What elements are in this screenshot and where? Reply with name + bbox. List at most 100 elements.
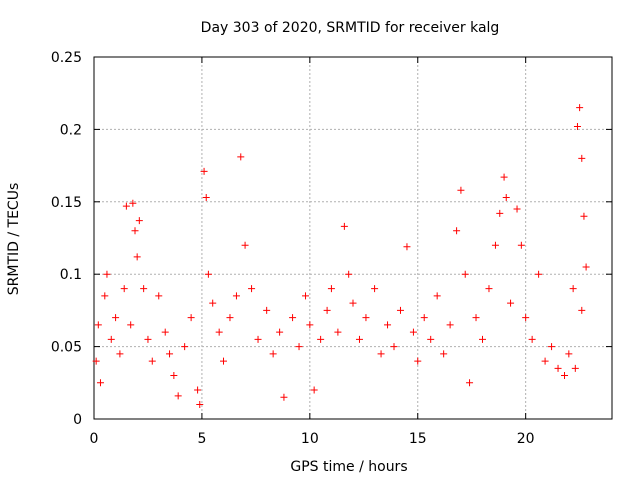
data-point: [580, 212, 588, 220]
data-point: [578, 306, 586, 314]
data-point: [340, 222, 348, 230]
data-point: [409, 328, 417, 336]
data-point: [129, 199, 137, 207]
grid: [94, 57, 612, 419]
x-tick-label: 10: [301, 431, 319, 447]
y-axis-label: SRMTID / TECUs: [6, 183, 22, 296]
data-point: [457, 186, 465, 194]
data-point: [528, 335, 536, 343]
data-point: [241, 241, 249, 249]
data-point: [576, 104, 584, 112]
data-point: [209, 299, 217, 307]
data-point: [371, 285, 379, 293]
data-point: [289, 314, 297, 322]
data-point: [491, 241, 499, 249]
data-point: [155, 292, 163, 300]
data-points: [92, 104, 590, 409]
data-point: [327, 285, 335, 293]
data-point: [196, 401, 204, 409]
data-point: [427, 335, 435, 343]
data-point: [248, 285, 256, 293]
data-point: [433, 292, 441, 300]
data-point: [269, 350, 277, 358]
data-point: [569, 285, 577, 293]
data-point: [181, 343, 189, 351]
x-tick-label: 15: [409, 431, 427, 447]
data-point: [215, 328, 223, 336]
data-point: [472, 314, 480, 322]
data-point: [276, 328, 284, 336]
data-point: [507, 299, 515, 307]
data-point: [565, 350, 573, 358]
data-point: [461, 270, 469, 278]
y-tick-label: 0.25: [51, 50, 82, 66]
data-point: [403, 243, 411, 251]
data-point: [317, 335, 325, 343]
data-point: [112, 314, 120, 322]
data-point: [573, 123, 581, 131]
data-point: [517, 241, 525, 249]
data-point: [166, 350, 174, 358]
data-point: [135, 217, 143, 225]
data-point: [479, 335, 486, 343]
data-point: [554, 364, 562, 372]
data-point: [131, 227, 139, 235]
data-point: [174, 392, 182, 400]
y-tick-label: 0.15: [51, 195, 82, 211]
chart-title: Day 303 of 2020, SRMTID for receiver kal…: [201, 20, 500, 36]
data-point: [440, 350, 448, 358]
data-point: [561, 372, 569, 380]
data-point: [355, 335, 363, 343]
data-point: [306, 321, 314, 329]
data-point: [200, 167, 208, 175]
data-point: [101, 292, 109, 300]
data-point: [280, 393, 288, 401]
data-point: [148, 357, 156, 365]
data-point: [571, 364, 579, 372]
data-point: [349, 299, 357, 307]
data-point: [522, 314, 530, 322]
y-tick-label: 0: [73, 412, 82, 428]
axes: 0 0.05 0.1 0.15 0.2 0.25 0 5 10 15 20: [51, 50, 612, 447]
data-point: [92, 357, 100, 365]
data-point: [232, 292, 240, 300]
data-point: [548, 343, 556, 351]
data-point: [94, 321, 102, 329]
data-point: [377, 350, 385, 358]
data-point: [237, 153, 245, 161]
data-point: [396, 306, 404, 314]
data-point: [362, 314, 370, 322]
x-tick-label: 20: [517, 431, 535, 447]
data-point: [204, 270, 212, 278]
data-point: [140, 285, 148, 293]
data-point: [502, 193, 510, 201]
data-point: [122, 202, 130, 210]
plot-frame: [93, 56, 613, 420]
data-point: [485, 285, 493, 293]
y-tick-label: 0.1: [60, 267, 82, 283]
y-tick-label: 0.2: [60, 122, 82, 138]
data-point: [161, 328, 169, 336]
data-point: [334, 328, 342, 336]
data-point: [420, 314, 428, 322]
data-point: [220, 357, 227, 365]
data-point: [133, 253, 141, 261]
data-point: [541, 357, 549, 365]
data-point: [302, 292, 310, 300]
y-tick-label: 0.05: [51, 340, 82, 356]
data-point: [535, 270, 543, 278]
data-point: [578, 154, 586, 162]
data-point: [254, 335, 262, 343]
data-point: [96, 379, 104, 387]
data-point: [295, 343, 303, 351]
data-point: [414, 357, 422, 365]
data-point: [170, 372, 178, 380]
data-point: [453, 227, 461, 235]
data-point: [513, 205, 521, 213]
data-point: [120, 285, 128, 293]
data-point: [345, 270, 353, 278]
data-point: [446, 321, 454, 329]
data-point: [466, 379, 474, 387]
